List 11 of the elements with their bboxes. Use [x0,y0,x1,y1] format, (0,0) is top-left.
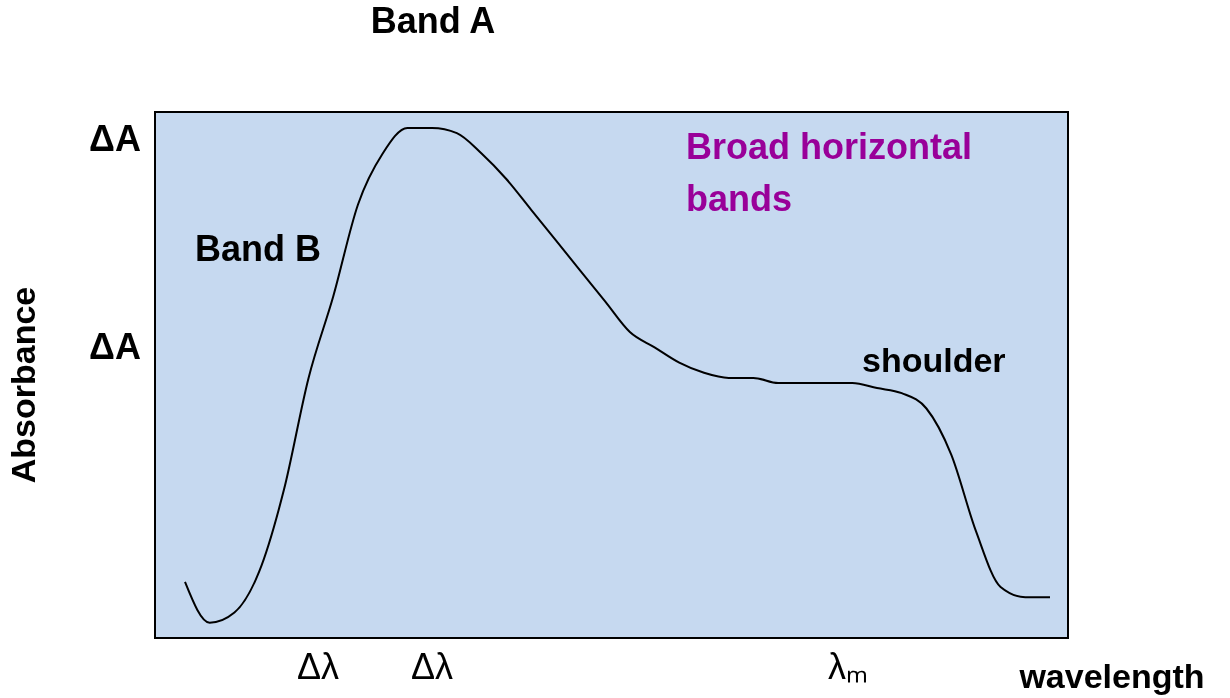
annotation: shoulder [862,341,1006,379]
annotation: Broad horizontal bands [686,126,972,219]
text: ΔA [89,118,141,159]
text: Δλ [410,646,454,687]
text: ΔA [89,326,141,367]
annotation: Band B [195,228,321,269]
y-axis-title: Absorbance [4,286,42,484]
text: Δλ [296,646,340,687]
text: λₘ [828,646,868,687]
text: Band A [370,0,496,41]
x-axis-title: wavelength [1018,657,1205,695]
